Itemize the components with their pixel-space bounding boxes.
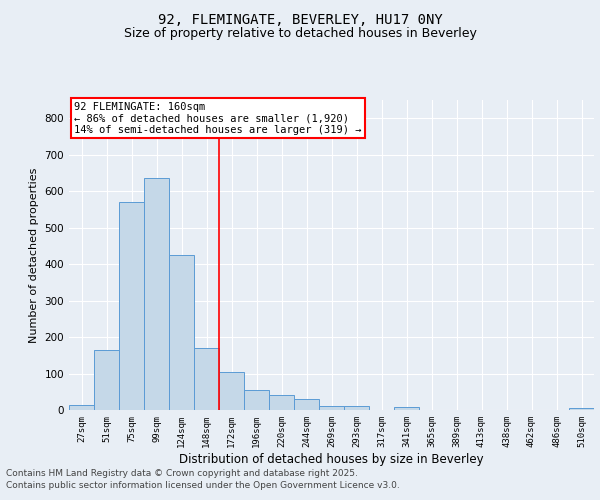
Bar: [244, 390, 269, 410]
Bar: [194, 348, 219, 410]
Y-axis label: Number of detached properties: Number of detached properties: [29, 168, 39, 342]
Bar: [144, 178, 169, 410]
Bar: [569, 408, 594, 410]
Text: Size of property relative to detached houses in Beverley: Size of property relative to detached ho…: [124, 28, 476, 40]
Bar: [394, 408, 419, 410]
Bar: [344, 406, 369, 410]
Bar: [294, 399, 319, 410]
X-axis label: Distribution of detached houses by size in Beverley: Distribution of detached houses by size …: [179, 452, 484, 466]
Bar: [119, 202, 144, 410]
Text: Contains HM Land Registry data © Crown copyright and database right 2025.: Contains HM Land Registry data © Crown c…: [6, 468, 358, 477]
Bar: [169, 255, 194, 410]
Bar: [69, 404, 94, 410]
Bar: [219, 372, 244, 410]
Text: 92, FLEMINGATE, BEVERLEY, HU17 0NY: 92, FLEMINGATE, BEVERLEY, HU17 0NY: [158, 12, 442, 26]
Text: 92 FLEMINGATE: 160sqm
← 86% of detached houses are smaller (1,920)
14% of semi-d: 92 FLEMINGATE: 160sqm ← 86% of detached …: [74, 102, 362, 134]
Bar: [319, 406, 344, 410]
Bar: [269, 396, 294, 410]
Text: Contains public sector information licensed under the Open Government Licence v3: Contains public sector information licen…: [6, 481, 400, 490]
Bar: [94, 350, 119, 410]
